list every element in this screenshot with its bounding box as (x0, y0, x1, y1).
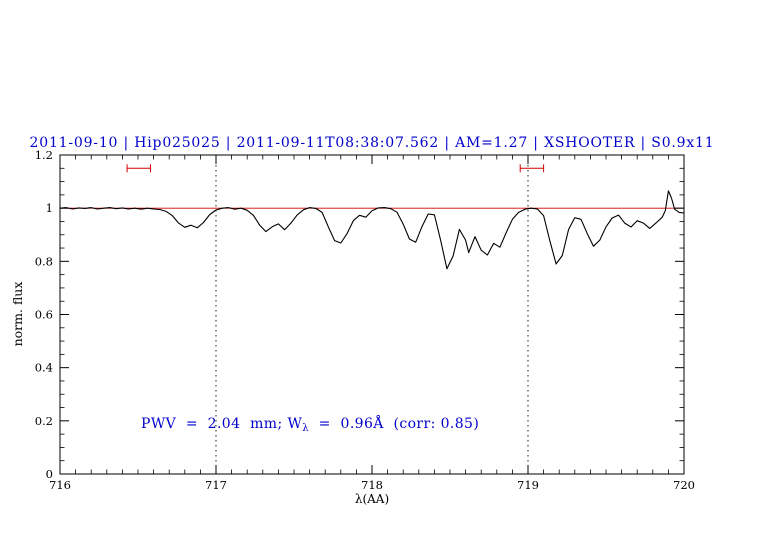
spectrum-line (59, 190, 685, 270)
x-tick-label: 719 (517, 478, 539, 492)
pwv-annotation-post: = 0.96Å (corr: 0.85) (309, 414, 479, 432)
feature-range-markers (126, 164, 545, 173)
x-tick-label: 720 (673, 478, 695, 492)
axis-tick-labels: 716 717 718 719 720 0 0.2 0.4 0.6 0.8 1 1.2 (35, 148, 695, 492)
plot-title: 2011-09-10 | Hip025025 | 2011-09-11T08:3… (30, 135, 715, 151)
series-telluric-spectrum (59, 190, 685, 270)
x-axis-label: λ(AA) (355, 492, 389, 506)
y-axis-label: norm. flux (10, 282, 25, 347)
pwv-annotation: PWV = 2.04 mm; Wλ = 0.96Å (corr: 0.85) (141, 414, 479, 434)
x-tick-label: 717 (205, 478, 227, 492)
y-tick-label: 0.8 (35, 254, 53, 268)
y-tick-label: 0 (46, 467, 53, 481)
pwv-annotation-pre: PWV = 2.04 mm; W (141, 416, 302, 432)
axis-ticks (59, 154, 685, 475)
y-tick-label: 1 (46, 201, 53, 215)
x-tick-label: 718 (361, 478, 383, 492)
dotted-guide-lines (215, 155, 529, 474)
y-tick-label: 0.6 (35, 308, 53, 322)
y-tick-label: 1.2 (35, 148, 53, 162)
y-tick-label: 0.2 (35, 414, 53, 428)
range-marker (126, 164, 151, 173)
y-tick-label: 0.4 (35, 361, 53, 375)
pwv-annotation-subscript: λ (302, 423, 309, 434)
range-marker (519, 164, 545, 173)
x-tick-label: 716 (49, 478, 71, 492)
